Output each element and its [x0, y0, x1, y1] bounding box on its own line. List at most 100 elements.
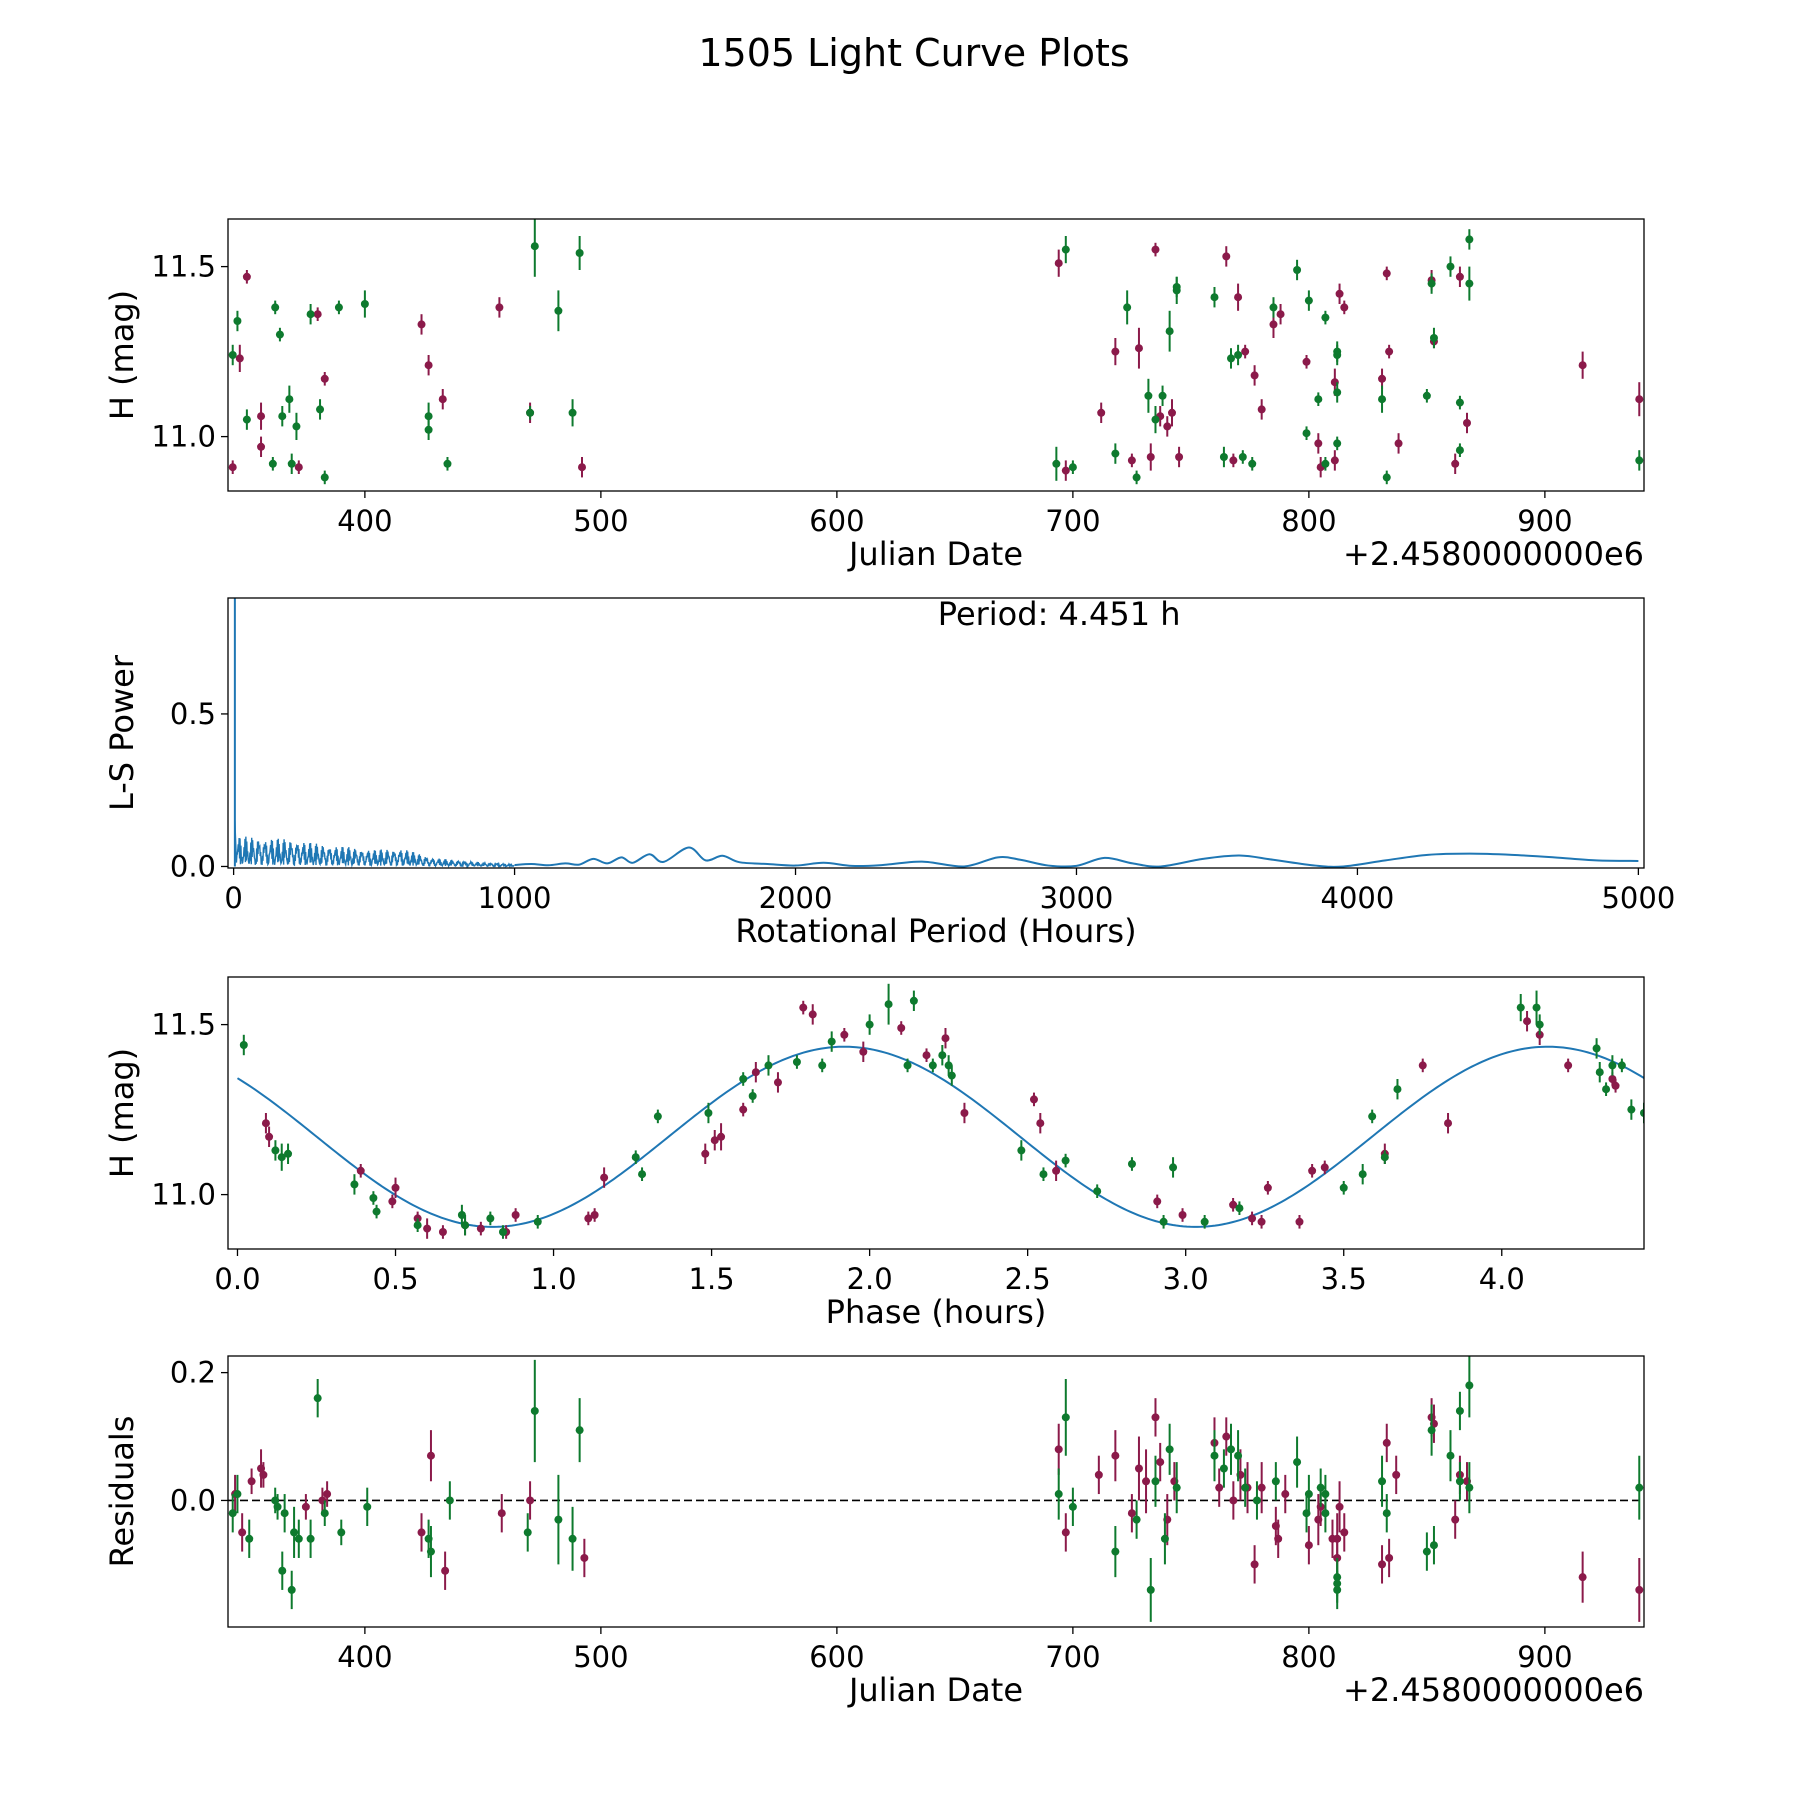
- data-point: [1017, 1146, 1026, 1155]
- data-point: [1394, 439, 1403, 448]
- data-point: [284, 1149, 293, 1158]
- data-point: [1061, 245, 1070, 254]
- data-point: [897, 1024, 906, 1032]
- data-point: [388, 1197, 397, 1206]
- data-point: [1172, 286, 1181, 295]
- data-point: [568, 1534, 577, 1543]
- data-point: [1153, 1197, 1162, 1206]
- data-point: [1127, 1509, 1136, 1518]
- data-point: [704, 1109, 713, 1117]
- x-offset-label: +2.4580000000e6: [1343, 1671, 1644, 1709]
- data-point: [1321, 313, 1330, 322]
- data-point: [739, 1105, 748, 1114]
- data-point: [417, 1528, 426, 1537]
- data-point: [265, 1132, 274, 1141]
- data-point: [1455, 272, 1464, 281]
- x-tick-label: 900: [1517, 504, 1572, 538]
- data-point: [1061, 1413, 1070, 1422]
- data-point: [1151, 1477, 1160, 1486]
- data-point: [233, 317, 242, 325]
- data-point: [360, 300, 369, 308]
- data-point: [859, 1047, 868, 1056]
- data-point: [938, 1051, 947, 1060]
- data-point: [818, 1061, 827, 1070]
- data-point: [426, 1547, 435, 1556]
- x-axis-label: Rotational Period (Hours): [735, 912, 1136, 950]
- data-point: [1229, 456, 1238, 465]
- x-axis-label: Julian Date: [847, 1671, 1023, 1709]
- data-point: [1061, 1528, 1070, 1537]
- data-point: [413, 1221, 422, 1230]
- y-tick-label: 11.0: [151, 1178, 216, 1212]
- x-tick-label: 400: [337, 504, 392, 538]
- periodogram-short-periods: [234, 820, 515, 868]
- data-point: [1382, 1509, 1391, 1518]
- data-point: [1111, 1451, 1120, 1460]
- data-point: [294, 463, 303, 472]
- data-point: [1061, 466, 1070, 475]
- data-point: [944, 1061, 953, 1070]
- data-point: [1227, 354, 1235, 363]
- data-point: [1172, 1483, 1181, 1492]
- x-tick-label: 500: [573, 1640, 628, 1674]
- data-point: [1165, 1445, 1174, 1454]
- data-point: [554, 306, 563, 315]
- data-point: [1465, 1483, 1474, 1492]
- data-point: [1627, 1105, 1636, 1114]
- data-point: [1608, 1075, 1617, 1083]
- data-point: [495, 303, 504, 312]
- data-point: [287, 1585, 296, 1594]
- data-point: [1635, 1483, 1644, 1492]
- data-point: [1257, 1217, 1266, 1226]
- data-point: [1535, 1020, 1544, 1029]
- data-point: [1250, 1560, 1259, 1569]
- data-point: [1316, 1483, 1325, 1492]
- data-point: [337, 1528, 346, 1537]
- data-point: [1465, 279, 1474, 288]
- data-point: [653, 1112, 662, 1121]
- x-offset-label: +2.4580000000e6: [1343, 535, 1644, 573]
- data-point: [1111, 1547, 1120, 1556]
- data-point: [292, 422, 301, 431]
- data-point: [242, 415, 251, 424]
- data-point: [1248, 1214, 1257, 1223]
- data-point: [1165, 327, 1174, 336]
- data-point: [278, 1566, 287, 1575]
- data-point: [417, 320, 426, 329]
- x-tick-label: 900: [1517, 1640, 1572, 1674]
- data-point: [1635, 456, 1644, 465]
- data-point: [287, 459, 296, 468]
- x-axis-label: Phase (hours): [826, 1293, 1047, 1331]
- axes-frame: [227, 976, 1645, 1250]
- data-point: [1333, 351, 1342, 359]
- data-point: [1257, 1483, 1266, 1492]
- data-point: [941, 1034, 950, 1043]
- series-a: [231, 1398, 1644, 1622]
- plot-area-phased: [236, 983, 1644, 1239]
- data-point: [1068, 463, 1077, 472]
- data-point: [1271, 1477, 1280, 1486]
- data-point: [306, 310, 315, 319]
- series-b: [228, 1356, 1644, 1622]
- data-point: [922, 1051, 931, 1060]
- data-point: [257, 442, 266, 451]
- axes-frame: [227, 218, 1645, 492]
- data-point: [1340, 1528, 1349, 1537]
- data-point: [306, 1534, 315, 1543]
- periodogram-line: [514, 846, 1639, 868]
- y-tick-label: 11.0: [151, 420, 216, 454]
- data-point: [441, 1566, 450, 1575]
- data-point: [600, 1173, 609, 1182]
- data-point: [1168, 408, 1176, 417]
- data-point: [1429, 1541, 1438, 1550]
- data-point: [1111, 449, 1120, 458]
- data-point: [391, 1183, 400, 1192]
- data-point: [1248, 459, 1257, 468]
- data-point: [457, 1211, 466, 1219]
- y-axis-label: Residuals: [103, 1416, 141, 1568]
- x-tick-label: 3.5: [1321, 1262, 1367, 1296]
- data-point: [1234, 1451, 1243, 1460]
- data-point: [1578, 361, 1587, 370]
- data-point: [578, 463, 586, 472]
- data-point: [1314, 395, 1323, 404]
